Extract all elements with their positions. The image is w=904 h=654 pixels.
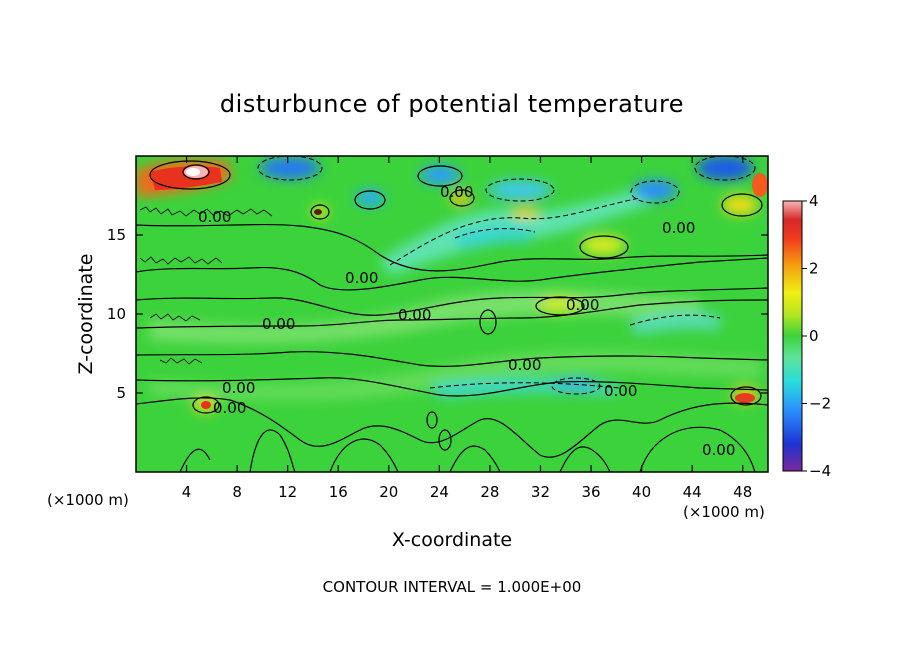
colorbar bbox=[782, 200, 803, 472]
x-tick-label: 44 bbox=[683, 483, 702, 501]
svg-text:0.00: 0.00 bbox=[702, 441, 735, 459]
svg-text:0.00: 0.00 bbox=[566, 296, 599, 314]
chart-title: disturbunce of potential temperature bbox=[220, 90, 684, 118]
x-tick-label: 32 bbox=[531, 483, 550, 501]
x-axis-label: X-coordinate bbox=[392, 529, 512, 551]
svg-text:0.00: 0.00 bbox=[508, 356, 541, 374]
svg-text:0.00: 0.00 bbox=[222, 379, 255, 397]
x-tick-label: 28 bbox=[480, 483, 499, 501]
colorbar-tick-label: 0 bbox=[809, 327, 819, 345]
svg-text:0.00: 0.00 bbox=[604, 382, 637, 400]
z-axis-unit: (×1000 m) bbox=[47, 491, 129, 509]
x-tick-label: 20 bbox=[379, 483, 398, 501]
svg-text:0.00: 0.00 bbox=[398, 306, 431, 324]
y-tick-label: 15 bbox=[107, 226, 126, 244]
svg-text:0.00: 0.00 bbox=[440, 183, 473, 201]
x-tick-label: 4 bbox=[182, 483, 192, 501]
heatmap-field: 0.00 0.00 0.00 0.00 0.00 0.00 0.00 0.00 … bbox=[136, 156, 768, 472]
x-tick-label: 40 bbox=[632, 483, 651, 501]
colorbar-tick-label: −2 bbox=[809, 395, 831, 413]
colorbar-tick-label: 2 bbox=[809, 260, 819, 278]
x-tick-label: 48 bbox=[733, 483, 752, 501]
y-axis-label: Z-coordinate bbox=[75, 254, 97, 375]
svg-text:0.00: 0.00 bbox=[198, 208, 231, 226]
colorbar-tick-label: −4 bbox=[809, 462, 831, 480]
x-tick-label: 36 bbox=[581, 483, 600, 501]
contour-interval-note: CONTOUR INTERVAL = 1.000E+00 bbox=[323, 578, 582, 596]
x-axis-unit: (×1000 m) bbox=[683, 503, 765, 521]
x-tick-label: 12 bbox=[278, 483, 297, 501]
x-tick-label: 8 bbox=[232, 483, 242, 501]
y-tick-label: 10 bbox=[107, 305, 126, 323]
x-axis-ticks: 4 8 12 16 20 24 28 32 36 40 44 48 bbox=[182, 156, 752, 501]
y-axis-ticks: 5 10 15 bbox=[107, 226, 768, 402]
svg-text:0.00: 0.00 bbox=[262, 315, 295, 333]
svg-text:0.00: 0.00 bbox=[662, 219, 695, 237]
x-tick-label: 16 bbox=[329, 483, 348, 501]
y-tick-label: 5 bbox=[116, 384, 126, 402]
x-tick-label: 24 bbox=[430, 483, 449, 501]
colorbar-tick-label: 4 bbox=[809, 192, 819, 210]
svg-text:0.00: 0.00 bbox=[213, 399, 246, 417]
svg-text:0.00: 0.00 bbox=[345, 269, 378, 287]
colorbar-ticks: 4 2 0 −2 −4 bbox=[802, 192, 831, 480]
